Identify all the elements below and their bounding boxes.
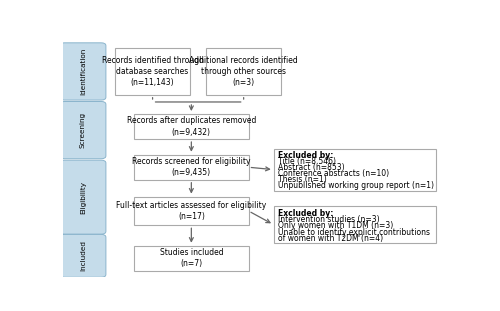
FancyBboxPatch shape [134,197,248,225]
FancyBboxPatch shape [206,48,282,95]
FancyBboxPatch shape [134,246,248,271]
Text: Full-text articles assessed for eligibility
(n=17): Full-text articles assessed for eligibil… [116,201,266,221]
FancyBboxPatch shape [60,160,106,234]
FancyBboxPatch shape [274,206,436,243]
FancyBboxPatch shape [60,101,106,159]
Text: Excluded by:: Excluded by: [278,151,334,160]
Text: Records identified through
database searches
(n=11,143): Records identified through database sear… [102,56,204,87]
FancyBboxPatch shape [60,43,106,100]
Text: Studies included
(n=7): Studies included (n=7) [160,248,223,268]
Text: Records after duplicates removed
(n=9,432): Records after duplicates removed (n=9,43… [126,117,256,137]
Text: Only women with T1DM (n=3): Only women with T1DM (n=3) [278,221,394,230]
FancyBboxPatch shape [274,149,436,191]
FancyBboxPatch shape [134,155,248,180]
Text: Abstract (n=853): Abstract (n=853) [278,163,345,172]
Text: Identification: Identification [80,48,86,95]
Text: Excluded by:: Excluded by: [278,209,334,218]
Text: of women with T2DM (n=4): of women with T2DM (n=4) [278,234,384,243]
Text: Eligibility: Eligibility [80,181,86,214]
Text: Conference abstracts (n=10): Conference abstracts (n=10) [278,169,390,178]
Text: Title (n=8,546): Title (n=8,546) [278,157,336,166]
Text: Intervention studies (n=3): Intervention studies (n=3) [278,215,380,224]
Text: Records screened for eligibility
(n=9,435): Records screened for eligibility (n=9,43… [132,157,250,177]
Text: Unable to identify explicit contributions: Unable to identify explicit contribution… [278,228,430,237]
Text: Included: Included [80,240,86,271]
Text: Thesis (n=1): Thesis (n=1) [278,175,327,184]
FancyBboxPatch shape [60,234,106,277]
FancyBboxPatch shape [134,114,248,139]
Text: Screening: Screening [80,112,86,148]
Text: Unpublished working group report (n=1): Unpublished working group report (n=1) [278,181,434,190]
FancyBboxPatch shape [115,48,190,95]
Text: Additional records identified
through other sources
(n=3): Additional records identified through ot… [190,56,298,87]
